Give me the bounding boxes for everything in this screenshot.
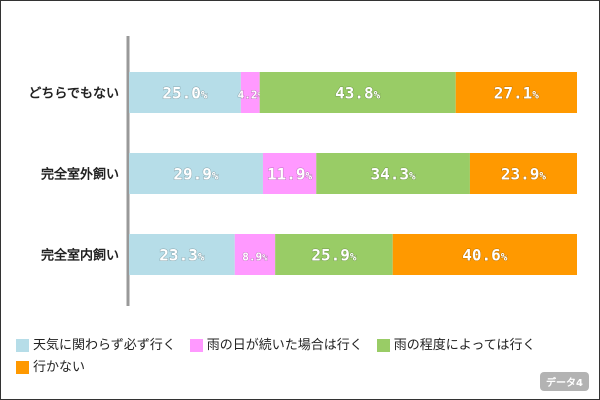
bar-segment xyxy=(129,153,263,194)
legend-label: 天気に関わらず必ず行く xyxy=(33,338,176,353)
legend-swatch xyxy=(16,339,29,352)
data-label: 23.3% xyxy=(159,246,205,265)
bar-segment xyxy=(316,153,470,194)
legend-swatch xyxy=(189,339,203,352)
bar-segment xyxy=(129,234,235,275)
legend-item: 天気に関わらず必ず行く xyxy=(16,336,176,355)
legend-item: 雨の程度によっては行く xyxy=(376,336,536,355)
bar-segment xyxy=(469,153,577,194)
legend-item: 雨の日が続いた場合は行く xyxy=(189,336,363,355)
legend-swatch xyxy=(16,361,29,374)
legend-label: 雨の程度によっては行く xyxy=(393,338,536,353)
legend-item: 行かない xyxy=(16,358,85,377)
data-label: 43.8% xyxy=(335,84,381,103)
bar-segment xyxy=(234,234,276,275)
bar-segment xyxy=(129,72,241,113)
bar-segment xyxy=(259,72,456,113)
data-label: 23.9% xyxy=(501,165,547,184)
bar-segment xyxy=(275,234,393,275)
data-label: 11.9% xyxy=(267,165,313,184)
data-label: 8.9% xyxy=(242,251,268,264)
category-label: どちらでもない xyxy=(28,87,119,102)
data-label: 25.0% xyxy=(162,84,208,103)
category-label: 完全室内飼い xyxy=(41,248,119,264)
data-label: 29.9% xyxy=(173,165,219,184)
data-label: 40.6% xyxy=(462,246,508,265)
legend-label: 行かない xyxy=(33,360,86,375)
bar-segment xyxy=(240,72,260,113)
data-label: 25.9% xyxy=(311,246,357,265)
data-badge: データ4 xyxy=(540,372,589,391)
data-label: 34.3% xyxy=(371,165,417,184)
legend-label: 雨の日が続いた場合は行く xyxy=(206,338,363,353)
bar-segment xyxy=(455,72,577,113)
legend: 天気に関わらず必ず行く 雨の日が続いた場合は行く 雨の程度によっては行く行かない xyxy=(16,336,586,380)
legend-swatch xyxy=(376,339,390,352)
bar-segment xyxy=(262,153,317,194)
data-label: 27.1% xyxy=(494,84,540,103)
category-label: 完全室外飼い xyxy=(41,167,119,183)
bar-segment xyxy=(392,234,577,275)
